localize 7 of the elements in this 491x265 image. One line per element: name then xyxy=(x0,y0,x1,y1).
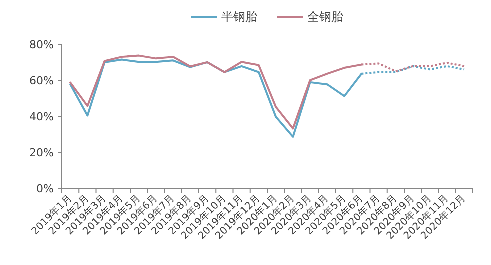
y-tick-label: 20% xyxy=(30,146,54,160)
y-tick-label: 40% xyxy=(30,110,54,124)
y-tick-label: 0% xyxy=(36,182,54,196)
legend-label: 半钢胎 xyxy=(222,10,258,24)
legend-label: 全钢胎 xyxy=(308,10,344,24)
y-tick-label: 60% xyxy=(30,74,54,88)
y-tick-label: 80% xyxy=(30,38,54,52)
